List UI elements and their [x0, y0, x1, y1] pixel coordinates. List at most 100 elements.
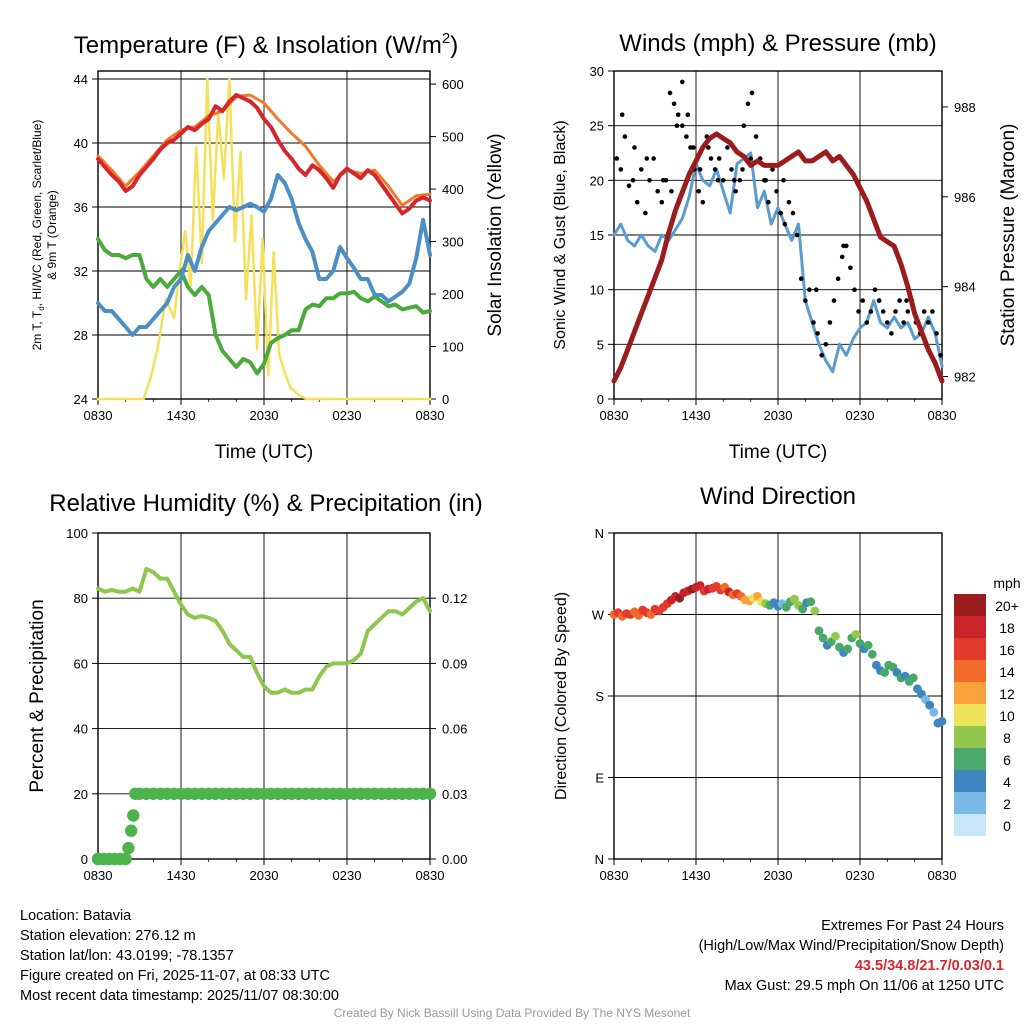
temp-y-tick-label: 40: [74, 136, 88, 151]
dir-x-tick-label: 0230: [846, 868, 875, 883]
rh-y2-tick-label: 0.03: [442, 787, 467, 802]
temp-y-axis-label: 2m T, Td, HI/WC (Red, Green, Scarlet/Blu…: [30, 120, 46, 351]
gust-point: [778, 210, 783, 216]
rh-y-tick-label: 0: [81, 852, 88, 867]
gust-point: [901, 320, 906, 325]
legend-label: 20+: [995, 598, 1019, 614]
gust-point: [934, 331, 939, 336]
gust-point: [885, 320, 890, 325]
extremes-values: 43.5/34.8/21.7/0.03/0.1: [854, 958, 1004, 974]
gust-point: [782, 221, 788, 227]
temp-y2-tick-label: 500: [442, 130, 464, 145]
solar-insolation-line: [96, 77, 432, 401]
dir-x-tick-label: 1430: [682, 868, 711, 883]
gust-point: [904, 298, 909, 303]
gust-point: [763, 178, 768, 183]
wind-y-tick-label: 0: [597, 392, 604, 407]
dir-x-tick-label: 2030: [764, 868, 793, 883]
legend-swatch: [954, 726, 986, 748]
gust-point: [716, 156, 722, 161]
gust-point: [614, 156, 619, 161]
temp-y2-tick-label: 300: [442, 235, 464, 250]
gust-point: [921, 309, 927, 314]
legend-title: mph: [993, 575, 1020, 591]
precip-point: [122, 841, 135, 855]
gust-point: [766, 199, 771, 205]
legend-swatch: [954, 748, 986, 770]
extremes-subtitle: (High/Low/Max Wind/Precipitation/Snow De…: [698, 938, 1004, 954]
rh-y2-tick-label: 0.09: [442, 656, 467, 671]
direction-point: [818, 633, 828, 643]
gust-point: [729, 167, 734, 172]
gust-point: [889, 331, 894, 336]
gust-point: [815, 331, 820, 336]
gust-point: [675, 112, 681, 117]
gust-point: [680, 123, 685, 128]
gust-point: [684, 134, 689, 139]
rh-y2-tick-label: 0.06: [442, 722, 467, 737]
gust-point: [790, 210, 796, 216]
wind-y-tick-label: 15: [590, 228, 604, 243]
direction-point: [843, 644, 853, 654]
dir-plot-frame: [613, 532, 943, 860]
rh-y-axis-label: Percent & Precipitation: [27, 599, 48, 792]
gust-point: [774, 189, 779, 194]
rh-x-tick-label: 1430: [167, 868, 196, 883]
legend-swatch: [954, 704, 986, 726]
dir-x-tick-label: 0830: [600, 868, 629, 883]
gust-point: [643, 210, 648, 216]
legend-label: 16: [999, 642, 1015, 658]
recent-timestamp: Most recent data timestamp: 2025/11/07 0…: [20, 988, 339, 1004]
legend-swatch: [954, 770, 986, 792]
direction-point: [851, 630, 861, 639]
legend-label: 18: [999, 620, 1015, 636]
dir-y-tick-label: E: [595, 771, 604, 786]
station-info: Location: Batavia Station elevation: 276…: [20, 906, 339, 1006]
temp-x-axis-label: Time (UTC): [215, 442, 314, 463]
dir-y-tick-label: N: [595, 526, 604, 541]
direction-point: [937, 717, 947, 726]
extremes-panel: Extremes For Past 24 Hours (High/Low/Max…: [699, 916, 1004, 996]
gust-point: [827, 320, 833, 325]
legend-swatch: [954, 814, 986, 836]
temp-y-axis-label-line2: & 9m T (Orange): [45, 190, 59, 280]
legend-swatch: [954, 660, 986, 682]
gust-point: [880, 309, 886, 314]
legend-swatch: [954, 792, 986, 814]
rh-x-tick-label: 0830: [416, 868, 445, 883]
wind-y2-tick-label: 988: [954, 100, 976, 115]
station-elevation: Station elevation: 276.12 m: [20, 928, 196, 944]
gust-point: [669, 189, 674, 194]
gust-point: [839, 254, 845, 260]
gust-point: [811, 320, 816, 325]
temp-x-tick-label: 0230: [333, 408, 362, 423]
gust-point: [680, 79, 685, 85]
direction-point: [790, 594, 799, 604]
gust-point: [639, 167, 644, 172]
gust-point: [712, 167, 718, 172]
gust-point: [860, 298, 865, 303]
wind-x-tick-label: 0230: [846, 408, 875, 423]
rh-x-tick-label: 0230: [333, 868, 362, 883]
rh-y-tick-label: 20: [74, 787, 88, 802]
gust-point: [660, 178, 666, 183]
direction-point: [831, 631, 840, 641]
gust-point: [745, 101, 751, 107]
gust-point: [856, 309, 861, 314]
precip-point: [423, 787, 437, 800]
gust-point: [930, 309, 935, 314]
dir-chart-title: Wind Direction: [700, 483, 856, 510]
dir-y-tick-label: S: [595, 689, 604, 704]
windchill-line: [96, 173, 432, 337]
gust-point: [803, 298, 808, 303]
direction-point: [908, 673, 918, 683]
gust-point: [618, 167, 624, 172]
gust-point: [798, 276, 804, 282]
legend-label: 10: [999, 708, 1015, 724]
rh-y2-tick-label: 0.00: [442, 852, 467, 867]
gust-point: [814, 287, 819, 293]
rh-line: [96, 566, 432, 695]
gust-point: [819, 353, 824, 358]
gust-point: [622, 134, 628, 139]
